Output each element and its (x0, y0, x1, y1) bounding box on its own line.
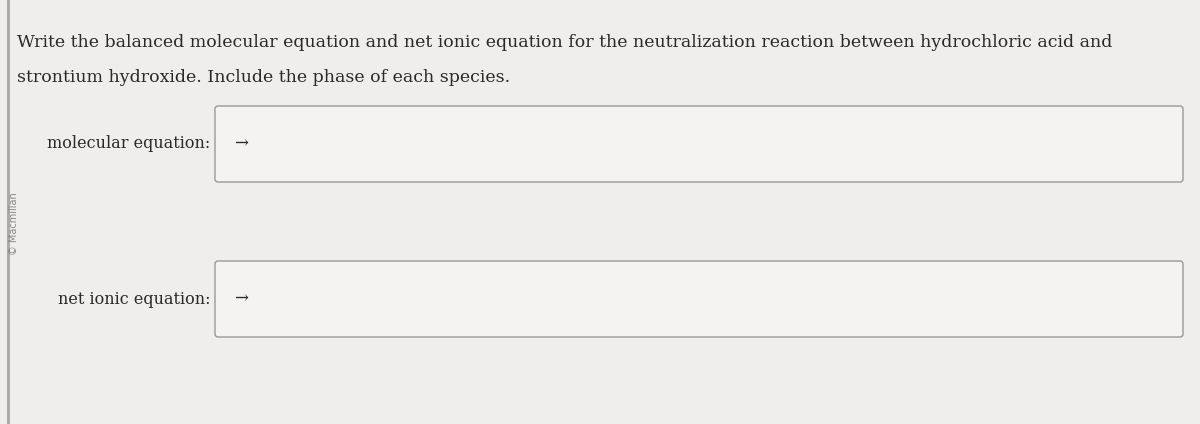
Text: →: → (234, 136, 248, 153)
FancyBboxPatch shape (215, 261, 1183, 337)
Text: →: → (234, 290, 248, 307)
FancyBboxPatch shape (215, 106, 1183, 182)
Text: molecular equation:: molecular equation: (47, 136, 210, 153)
Bar (7, 0, 10, 424)
Text: net ionic equation:: net ionic equation: (58, 290, 210, 307)
Text: strontium hydroxide. Include the phase of each species.: strontium hydroxide. Include the phase o… (17, 69, 510, 86)
Text: Write the balanced molecular equation and net ionic equation for the neutralizat: Write the balanced molecular equation an… (17, 34, 1112, 51)
Text: © Macmillan: © Macmillan (8, 192, 19, 255)
